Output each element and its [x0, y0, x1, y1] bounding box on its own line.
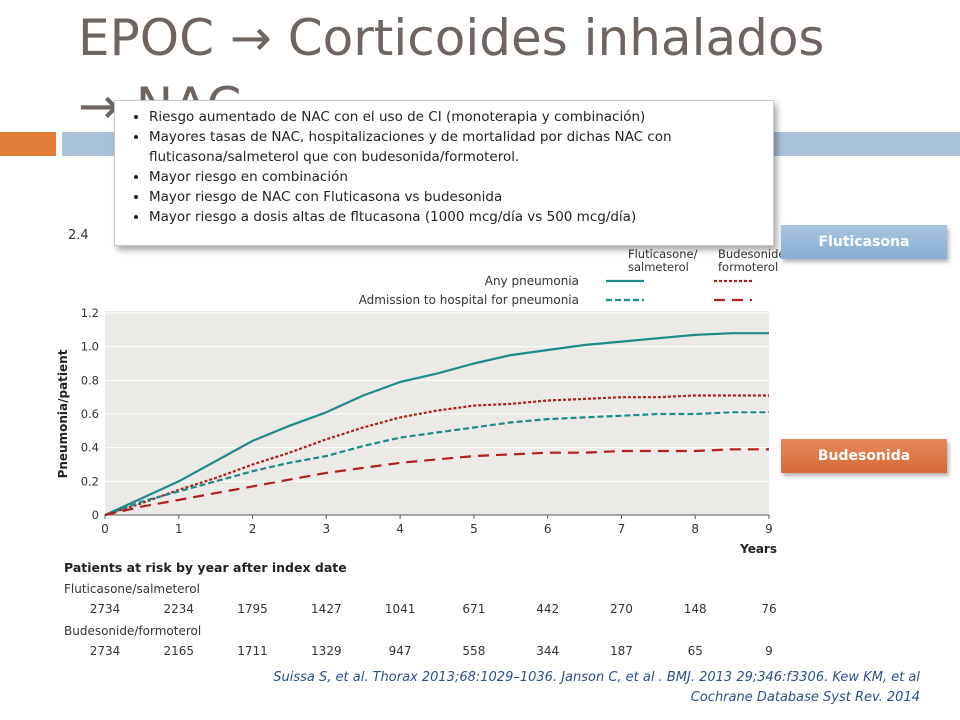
citation-line2: Cochrane Database Syst Rev. 2014: [690, 690, 920, 705]
x-tick-label: 5: [470, 522, 478, 536]
risk-cell: 187: [609, 644, 633, 658]
risk-cell: 65: [687, 644, 703, 658]
risk-row-label: Budesonide/formoterol: [64, 624, 202, 638]
risk-row: 2734 2234 1795 1427 1041 671 442 270 148 76: [64, 602, 784, 618]
citation: Suissa S, et al. Thorax 2013;68:1029–103…: [160, 668, 920, 708]
risk-cell: 148: [683, 602, 707, 616]
risk-cell: 1329: [311, 644, 342, 658]
y-tick-label: 0.2: [81, 474, 99, 488]
legend-column-header: Budesonide/: [718, 247, 786, 261]
risk-cell: 2165: [163, 644, 195, 658]
x-axis-label: Years: [739, 542, 777, 555]
fluticasona-label-button[interactable]: Fluticasona: [781, 225, 947, 259]
risk-cell: 2234: [163, 602, 195, 616]
legend-column-header: formoterol: [718, 260, 778, 274]
x-tick-label: 9: [765, 522, 773, 536]
x-tick-label: 3: [323, 522, 331, 536]
risk-cell: 270: [609, 602, 633, 616]
bullet-item: Riesgo aumentado de NAC con el uso de CI…: [149, 107, 763, 127]
risk-cell: 1711: [237, 644, 268, 658]
risk-cell: 671: [462, 602, 486, 616]
risk-cell: 947: [388, 644, 412, 658]
risk-cell: 2734: [89, 602, 121, 616]
risk-cell: 1427: [311, 602, 342, 616]
legend-row-label: Admission to hospital for pneumonia: [359, 293, 579, 307]
chart-card: 2.4 0 0.2 0.4 0.6 0.8 1.0 1.2 0 1 2 3 4 5 6 7 8 9 Years Pne…: [46, 205, 789, 665]
risk-cell: 558: [462, 644, 486, 658]
y-tick-label: 0.8: [81, 373, 99, 387]
bullet-item: Mayor riesgo de NAC con Fluticasona vs b…: [149, 187, 763, 207]
risk-row: 2734 2165 1711 1329 947 558 344 187 65 9: [64, 644, 784, 660]
series-line-4: [104, 448, 769, 517]
risk-table-header: Patients at risk by year after index dat…: [64, 560, 347, 575]
x-tick-label: 6: [544, 522, 552, 536]
partial-tick-label: 2.4: [68, 228, 89, 243]
title-rule-orange: [0, 132, 56, 156]
summary-bullets: Riesgo aumentado de NAC con el uso de CI…: [114, 100, 774, 246]
risk-row-label: Fluticasone/salmeterol: [64, 582, 200, 596]
legend-column-header: Fluticasone/: [628, 247, 698, 261]
series-line-1: [104, 332, 769, 517]
risk-cell: 2734: [89, 644, 121, 658]
risk-cell: 1795: [237, 602, 268, 616]
risk-cell: 76: [761, 602, 777, 616]
citation-line1: Suissa S, et al. Thorax 2013;68:1029–103…: [273, 670, 920, 685]
risk-cell: 442: [536, 602, 560, 616]
legend-column-header: salmeterol: [628, 260, 689, 274]
y-tick-label: 0.4: [81, 441, 99, 455]
x-tick-label: 0: [101, 522, 109, 536]
budesonida-label-button[interactable]: Budesonida: [781, 439, 947, 473]
risk-cell: 344: [536, 644, 560, 658]
series-line-2: [104, 394, 769, 517]
bullet-item: Mayores tasas de NAC, hospitalizaciones …: [149, 127, 763, 167]
risk-cell: 1041: [384, 602, 416, 616]
series-line-3: [104, 411, 769, 517]
legend-row-label: Any pneumonia: [485, 274, 579, 288]
x-tick-label: 4: [396, 522, 404, 536]
y-tick-label: 0.6: [81, 407, 99, 421]
risk-cell: 9: [765, 644, 773, 658]
y-tick-label: 1.0: [81, 340, 99, 354]
bullet-item: Mayor riesgo en combinación: [149, 167, 763, 187]
bullet-item: Mayor riesgo a dosis altas de fltucasona…: [149, 207, 763, 227]
y-axis-label: Pneumonia/patient: [56, 349, 70, 478]
y-tick-label: 1.2: [81, 306, 99, 320]
y-tick-label: 0: [92, 508, 99, 522]
x-tick-label: 8: [691, 522, 699, 536]
x-tick-label: 1: [175, 522, 183, 536]
slide-title-line1: EPOC → Corticoides inhalados: [78, 9, 825, 67]
pneumonia-chart: 2.4 0 0.2 0.4 0.6 0.8 1.0 1.2 0 1 2 3 4 5 6 7 8 9 Years Pne…: [56, 228, 789, 556]
x-tick-label: 2: [249, 522, 257, 536]
x-tick-label: 7: [618, 522, 626, 536]
